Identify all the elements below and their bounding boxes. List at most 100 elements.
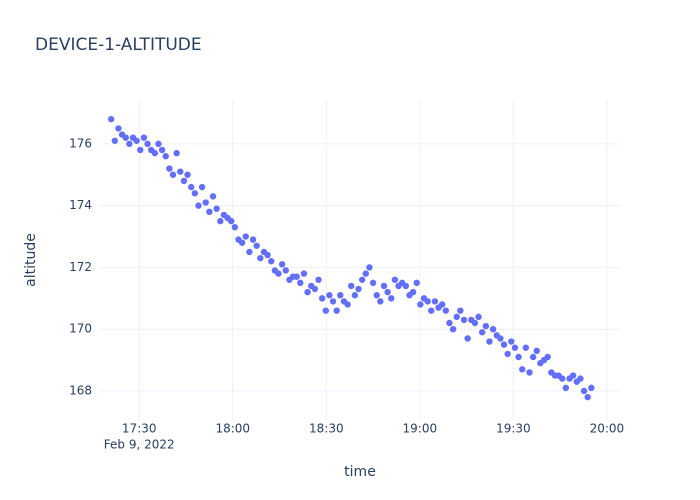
data-point	[529, 353, 537, 361]
data-point	[355, 285, 362, 293]
data-point	[402, 282, 410, 290]
data-point	[533, 347, 540, 355]
data-point	[486, 338, 493, 345]
data-point	[457, 307, 464, 314]
x-tick-label: 19:00	[403, 422, 438, 436]
data-point	[584, 393, 591, 401]
data-point	[166, 165, 173, 172]
data-point	[122, 134, 129, 141]
data-point	[144, 140, 151, 148]
data-point	[348, 282, 355, 290]
data-point	[369, 279, 377, 287]
data-point	[544, 353, 551, 361]
data-point	[373, 292, 380, 299]
data-point	[482, 322, 490, 330]
chart-title: DEVICE-1-ALTITUDE	[35, 35, 202, 55]
data-point	[409, 288, 417, 296]
data-point	[562, 384, 570, 392]
data-point	[489, 325, 497, 333]
y-axis-title: altitude	[23, 233, 39, 287]
data-point	[177, 168, 184, 175]
data-point	[293, 273, 300, 280]
data-point	[358, 276, 366, 283]
data-point	[231, 224, 239, 231]
data-point	[508, 338, 515, 345]
data-point	[198, 183, 206, 191]
y-tick-label: 172	[69, 260, 92, 274]
data-point	[238, 239, 246, 246]
data-point	[264, 251, 271, 259]
data-point	[577, 375, 584, 382]
data-point	[500, 341, 508, 348]
data-point	[344, 301, 351, 308]
data-point	[213, 205, 220, 212]
data-point	[282, 267, 289, 274]
markers	[107, 115, 595, 401]
data-point	[337, 292, 344, 299]
data-point	[184, 171, 191, 178]
data-point	[249, 236, 257, 243]
data-point	[253, 242, 260, 249]
data-point	[246, 248, 253, 256]
y-tick-label: 176	[69, 136, 92, 150]
data-point	[126, 140, 133, 148]
data-point	[311, 285, 319, 293]
data-point	[515, 353, 522, 361]
data-point	[107, 115, 115, 123]
data-point	[257, 254, 264, 262]
x-tick-label: 18:30	[309, 422, 344, 436]
y-tick-label: 168	[69, 383, 92, 397]
data-point	[428, 307, 435, 314]
grid	[100, 100, 620, 420]
data-point	[322, 307, 329, 314]
data-point	[442, 307, 450, 314]
y-tick-label: 174	[69, 198, 92, 212]
data-point	[471, 319, 479, 327]
data-point	[559, 375, 566, 382]
data-point	[297, 279, 304, 287]
data-point	[158, 146, 166, 154]
data-point	[111, 137, 119, 144]
data-point	[326, 292, 333, 299]
data-point	[438, 301, 446, 308]
data-point	[137, 146, 144, 154]
data-point	[522, 344, 530, 351]
data-point	[187, 183, 195, 191]
x-tick-label: 20:00	[590, 422, 625, 436]
data-point	[417, 301, 424, 308]
data-point	[133, 137, 140, 144]
data-point	[318, 295, 326, 302]
data-point	[424, 298, 431, 305]
data-point	[209, 193, 217, 200]
data-point	[206, 208, 213, 216]
data-point	[464, 335, 471, 342]
data-point	[413, 279, 420, 287]
data-point	[380, 282, 388, 290]
data-point	[228, 217, 235, 225]
data-point	[453, 313, 460, 321]
data-point	[526, 369, 533, 376]
x-tick-label: 19:30	[496, 422, 531, 436]
data-point	[388, 295, 395, 302]
data-point	[242, 233, 249, 240]
y-tick-label: 170	[69, 322, 92, 336]
data-point	[497, 335, 504, 342]
x-date-label: Feb 9, 2022	[104, 438, 175, 452]
data-point	[180, 177, 188, 185]
data-point	[173, 149, 180, 157]
x-axis-title: time	[344, 464, 376, 480]
data-point	[169, 171, 177, 178]
data-point	[333, 307, 340, 314]
data-point	[151, 149, 159, 157]
data-point	[504, 350, 511, 358]
data-point	[351, 292, 359, 299]
data-point	[449, 325, 457, 333]
data-point	[275, 270, 282, 277]
x-tick-label: 18:00	[215, 422, 250, 436]
data-point	[278, 261, 286, 268]
data-point	[329, 298, 337, 305]
data-point	[115, 125, 122, 132]
data-point	[580, 387, 588, 395]
